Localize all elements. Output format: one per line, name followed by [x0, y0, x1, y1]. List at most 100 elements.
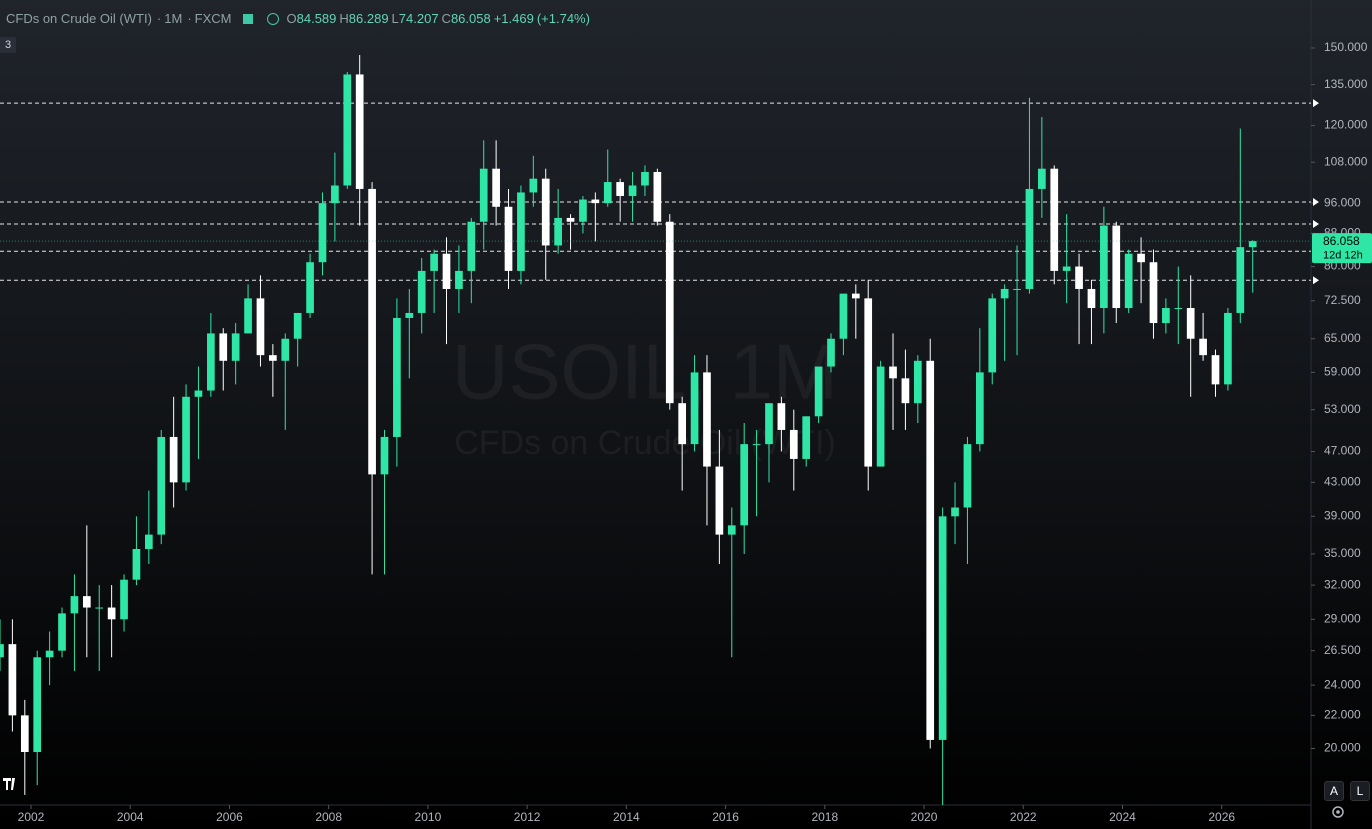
candle-body: [355, 74, 364, 189]
candle-body: [405, 312, 414, 318]
candle-body: [641, 171, 649, 186]
candle-body: [566, 217, 575, 222]
candle-body: [827, 338, 835, 367]
y-tick-label: 120.000: [1324, 118, 1368, 132]
x-tick-label: 2014: [613, 810, 640, 824]
horizontal-line-handle: [1313, 276, 1319, 285]
candle-body: [975, 372, 984, 445]
candle-body: [182, 396, 190, 483]
candle-body: [802, 416, 811, 459]
candle-body: [8, 644, 17, 716]
candle-body: [517, 192, 525, 271]
candle-body: [963, 444, 972, 508]
candle-body: [1000, 288, 1009, 299]
x-tick-label: 2026: [1208, 810, 1235, 824]
y-tick-label: 59.000: [1324, 365, 1361, 379]
candle-body: [479, 168, 488, 222]
candle-body: [219, 333, 228, 361]
auto-scale-button[interactable]: A: [1324, 781, 1344, 801]
horizontal-line-handle: [1313, 198, 1319, 207]
candle-body: [938, 516, 947, 740]
change-percent: (+1.74%): [536, 11, 590, 26]
ohlc-label: C: [441, 11, 451, 26]
x-tick-label: 2006: [216, 810, 243, 824]
candle-body: [1211, 355, 1220, 385]
candle-body: [541, 178, 550, 246]
candle-body: [690, 372, 699, 445]
candle-body: [628, 185, 637, 196]
y-tick-label: 135.000: [1324, 77, 1368, 91]
candle-body: [306, 262, 314, 313]
log-scale-button[interactable]: L: [1350, 781, 1370, 801]
y-tick-label: 20.000: [1324, 741, 1361, 755]
candle-body: [318, 203, 327, 263]
candle-body: [851, 293, 860, 299]
candle-body: [455, 270, 463, 289]
x-tick-label: 2012: [514, 810, 541, 824]
y-tick-label: 43.000: [1324, 475, 1361, 489]
ohlc-value: 86.058: [450, 11, 491, 26]
separator: ·: [156, 11, 162, 26]
flag-icon[interactable]: [242, 14, 253, 24]
y-tick-label: 35.000: [1324, 546, 1361, 560]
ohlc-label: L: [391, 11, 399, 26]
candle-body: [132, 549, 141, 580]
candle-body: [591, 199, 600, 204]
candle-body: [95, 607, 104, 609]
candle-body: [603, 182, 612, 204]
candle-body: [727, 525, 736, 535]
candle-body: [889, 366, 897, 379]
indicator-badge[interactable]: 3: [0, 37, 16, 53]
candle-body: [740, 444, 749, 526]
candle-body: [231, 333, 240, 361]
candle-body: [70, 596, 79, 614]
visibility-icon[interactable]: [266, 13, 279, 25]
candle-body: [144, 534, 153, 550]
candle-body: [665, 221, 674, 404]
candle-body: [616, 182, 624, 196]
candle-body: [1100, 225, 1108, 309]
x-tick-label: 2016: [712, 810, 739, 824]
candle-body: [380, 436, 389, 475]
candle-body: [1075, 266, 1083, 289]
candle-body: [20, 715, 29, 752]
candle-body: [1174, 308, 1183, 310]
candle-body: [1124, 253, 1133, 309]
ohlc-value: 74.207: [398, 11, 439, 26]
candle-body: [1186, 308, 1195, 339]
candle-body: [988, 298, 997, 373]
ohlc-value: 84.589: [296, 11, 337, 26]
candle-body: [393, 317, 401, 437]
candle-body: [678, 403, 687, 445]
candle-body: [169, 436, 178, 483]
candle-body: [368, 188, 376, 475]
candle-body: [58, 613, 66, 651]
settings-icon[interactable]: [1332, 806, 1344, 818]
candles: [0, 55, 1257, 805]
y-tick-label: 29.000: [1324, 611, 1361, 625]
candle-body: [430, 253, 438, 271]
candle-body: [703, 372, 711, 467]
candle-body: [1149, 262, 1158, 324]
change: +1.469: [493, 11, 534, 26]
candle-body: [579, 199, 587, 222]
candle-body: [442, 253, 451, 289]
candle-body: [752, 444, 761, 446]
watermark-symbol: USOIL, 1M: [452, 328, 838, 416]
x-tick-label: 2008: [315, 810, 342, 824]
candle-body: [765, 403, 773, 445]
candle-body: [120, 579, 128, 620]
candle-body: [1224, 312, 1232, 385]
candle-body: [715, 466, 724, 535]
candle-body: [82, 596, 91, 608]
x-tick-label: 2020: [911, 810, 938, 824]
candle-body: [331, 185, 339, 204]
interval: 1M: [164, 11, 183, 26]
y-tick-label: 22.000: [1324, 708, 1361, 722]
candle-body: [777, 403, 786, 430]
countdown-label: 12d 12h: [1323, 250, 1363, 262]
candle-body: [1162, 308, 1170, 324]
candle-body: [293, 312, 302, 339]
candle-body: [492, 168, 500, 207]
candle-body: [244, 298, 252, 334]
